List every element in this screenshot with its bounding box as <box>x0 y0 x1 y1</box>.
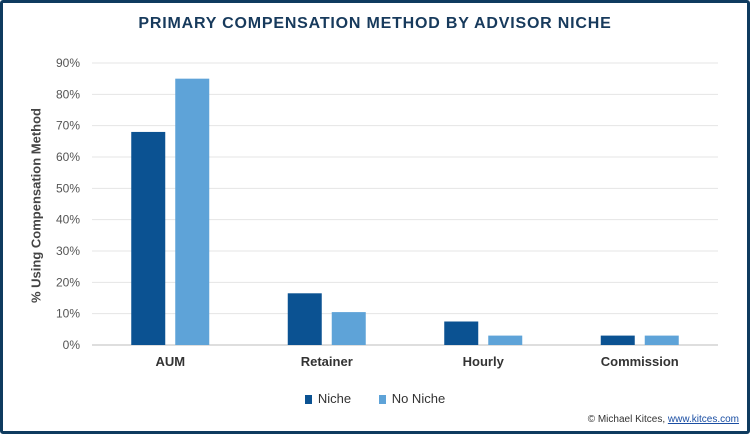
bar-no-niche-aum <box>175 78 210 346</box>
legend: Niche No Niche <box>3 391 747 406</box>
y-tick-label: 10% <box>56 307 80 321</box>
bar-no-niche-hourly <box>488 335 523 345</box>
legend-item-niche: Niche <box>304 391 352 406</box>
legend-item-no-niche: No Niche <box>378 391 446 406</box>
credit-link[interactable]: www.kitces.com <box>667 414 739 425</box>
credit: © Michael Kitces, www.kitces.com <box>588 414 739 425</box>
legend-label-niche: Niche <box>317 391 352 406</box>
y-tick-label: 40% <box>56 213 80 227</box>
y-tick-label: 0% <box>63 338 81 352</box>
y-tick-label: 60% <box>56 150 80 164</box>
y-tick-label: 80% <box>56 87 80 101</box>
y-tick-label: 20% <box>56 275 80 289</box>
bar-no-niche-retainer <box>331 312 366 345</box>
x-tick-label: Hourly <box>463 354 505 369</box>
bar-niche-hourly <box>444 321 479 345</box>
y-tick-label: 90% <box>56 56 80 70</box>
legend-label-no-niche: No Niche <box>391 391 446 406</box>
chart-title: PRIMARY COMPENSATION METHOD BY ADVISOR N… <box>138 15 612 32</box>
bar-niche-commission <box>600 335 635 345</box>
bar-niche-retainer <box>287 293 322 345</box>
bar-niche-aum <box>131 131 166 345</box>
bar-no-niche-commission <box>644 335 679 345</box>
x-tick-label: Commission <box>601 354 679 369</box>
y-tick-label: 70% <box>56 119 80 133</box>
y-tick-label: 50% <box>56 181 80 195</box>
x-tick-label: Retainer <box>301 354 353 369</box>
x-tick-label: AUM <box>155 354 185 369</box>
credit-text: © Michael Kitces, <box>587 414 668 425</box>
legend-swatch-niche <box>304 395 312 404</box>
legend-swatch-no-niche <box>378 395 386 404</box>
y-tick-label: 30% <box>56 244 80 258</box>
